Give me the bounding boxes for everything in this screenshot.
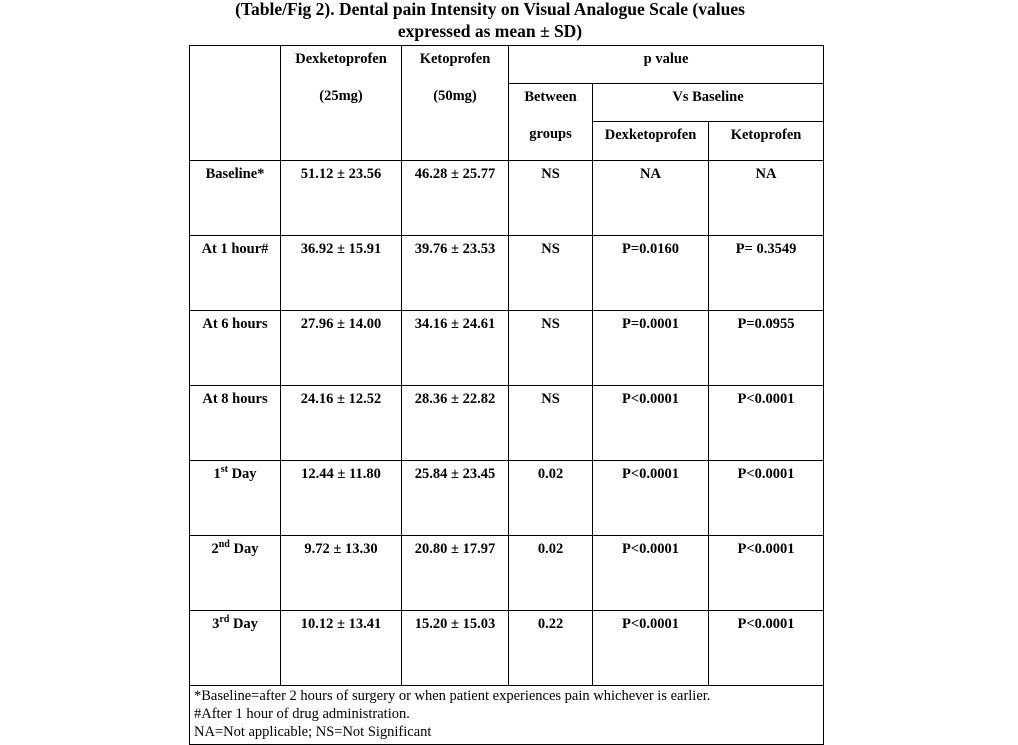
header-vs-dexketoprofen: Dexketoprofen [592,121,709,161]
table-row: 1st Day 12.44 ± 11.80 25.84 ± 23.45 0.02 P<0… [189,460,825,536]
row-label: Baseline* [189,160,281,236]
between-groups-p: 0.02 [508,460,593,536]
vs-baseline-ketoprofen-p: P= 0.3549 [707,235,825,311]
vs-baseline-dexketoprofen-p: P<0.0001 [592,385,709,461]
vs-baseline-dexketoprofen-p: P=0.0160 [592,235,709,311]
vs-baseline-dexketoprofen-p: P<0.0001 [592,535,709,611]
vs-baseline-dexketoprofen-p: NA [592,160,709,236]
dexketoprofen-value: 36.92 ± 15.91 [280,235,402,311]
dexketoprofen-value: 51.12 ± 23.56 [280,160,402,236]
between-groups-p: NS [508,385,593,461]
ketoprofen-value: 46.28 ± 25.77 [401,160,509,236]
header-blank-cell [189,45,281,161]
between-groups-p: NS [508,160,593,236]
dexketoprofen-value: 9.72 ± 13.30 [280,535,402,611]
header-vs-baseline: Vs Baseline [591,83,825,122]
vs-baseline-ketoprofen-p: P<0.0001 [707,610,825,686]
header-between-groups: Between groups [508,83,593,161]
dexketoprofen-value: 27.96 ± 14.00 [280,310,402,386]
row-label: At 8 hours [189,385,281,461]
header-p-value: p value [507,45,825,84]
footnote: #After 1 hour of drug administration. [194,706,410,722]
table-row: 3rd Day 10.12 ± 13.41 15.20 ± 15.03 0.22 P<0… [189,610,825,686]
vs-baseline-ketoprofen-p: NA [707,160,825,236]
pain-intensity-table: Dexketoprofen (25mg) Ketoprofen (50mg) p v… [188,45,825,745]
header-ketoprofen: Ketoprofen (50mg) [401,45,509,161]
vs-baseline-dexketoprofen-p: P<0.0001 [592,460,709,536]
vs-baseline-ketoprofen-p: P<0.0001 [707,385,825,461]
row-label: At 1 hour# [189,235,281,311]
vs-baseline-dexketoprofen-p: P<0.0001 [592,610,709,686]
footnote: *Baseline=after 2 hours of surgery or wh… [194,688,711,704]
ketoprofen-value: 34.16 ± 24.61 [401,310,509,386]
ketoprofen-value: 39.76 ± 23.53 [401,235,509,311]
row-label: 3rd Day [189,610,281,686]
ketoprofen-value: 25.84 ± 23.45 [401,460,509,536]
table-row: Baseline* 51.12 ± 23.56 46.28 ± 25.77 NS NA N… [189,160,825,236]
footnote: NA=Not applicable; NS=Not Significant [194,724,432,740]
row-label: At 6 hours [189,310,281,386]
table-row: 2nd Day 9.72 ± 13.30 20.80 ± 17.97 0.02 P<0.… [189,535,825,611]
header-vs-ketoprofen: Ketoprofen [707,121,825,161]
dexketoprofen-value: 24.16 ± 12.52 [280,385,402,461]
vs-baseline-ketoprofen-p: P<0.0001 [707,535,825,611]
vs-baseline-dexketoprofen-p: P=0.0001 [592,310,709,386]
table-title: (Table/Fig 2). Dental pain Intensity on … [190,0,790,42]
title-line-1: (Table/Fig 2). Dental pain Intensity on … [235,0,745,19]
ketoprofen-value: 28.36 ± 22.82 [401,385,509,461]
table-row: At 8 hours 24.16 ± 12.52 28.36 ± 22.82 NS P<… [189,385,825,461]
ketoprofen-value: 15.20 ± 15.03 [401,610,509,686]
ketoprofen-value: 20.80 ± 17.97 [401,535,509,611]
table-row: At 6 hours 27.96 ± 14.00 34.16 ± 24.61 NS P=… [189,310,825,386]
footnotes: *Baseline=after 2 hours of surgery or wh… [188,685,825,745]
between-groups-p: NS [508,235,593,311]
vs-baseline-ketoprofen-p: P=0.0955 [707,310,825,386]
between-groups-p: 0.22 [508,610,593,686]
vs-baseline-ketoprofen-p: P<0.0001 [707,460,825,536]
row-label: 2nd Day [189,535,281,611]
between-groups-p: 0.02 [508,535,593,611]
dexketoprofen-value: 10.12 ± 13.41 [280,610,402,686]
dexketoprofen-value: 12.44 ± 11.80 [280,460,402,536]
table-row: At 1 hour# 36.92 ± 15.91 39.76 ± 23.53 NS P=… [189,235,825,311]
row-label: 1st Day [189,460,281,536]
header-dexketoprofen: Dexketoprofen (25mg) [280,45,402,161]
between-groups-p: NS [508,310,593,386]
title-line-2: expressed as mean ± SD) [397,21,583,41]
